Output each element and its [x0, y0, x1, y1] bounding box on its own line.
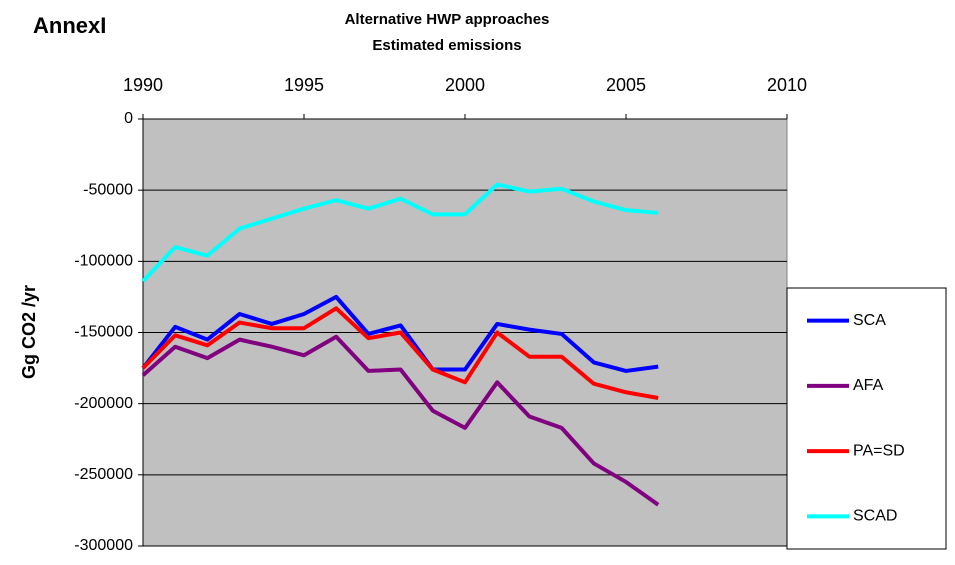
x-tick-label: 2010	[767, 75, 807, 95]
y-tick-label: -300000	[74, 537, 133, 554]
x-tick-label: 1990	[123, 75, 163, 95]
chart-subtitle: Estimated emissions	[372, 37, 521, 54]
x-tick-label: 2000	[445, 75, 485, 95]
series-line	[141, 182, 659, 283]
series-line	[141, 306, 659, 400]
y-axis-label: Gg CO2 /yr	[19, 285, 39, 379]
legend-label: PA=SD	[853, 442, 905, 459]
legend-box	[786, 287, 947, 550]
x-tick-label: 2005	[606, 75, 646, 95]
y-tick-label: 0	[124, 110, 133, 127]
legend-label: SCA	[853, 312, 886, 329]
legend-label: SCAD	[853, 508, 897, 525]
legend-label: AFA	[853, 377, 884, 394]
y-tick-label: -150000	[74, 324, 133, 341]
series-line	[141, 294, 659, 373]
y-tick-label: -100000	[74, 253, 133, 270]
y-tick-label: -50000	[83, 181, 133, 198]
series-line	[141, 334, 660, 507]
y-tick-label: -250000	[74, 466, 133, 483]
annex-label: AnnexI	[33, 13, 106, 38]
chart-title: Alternative HWP approaches	[345, 11, 550, 28]
x-tick-label: 1995	[284, 75, 324, 95]
y-tick-label: -200000	[74, 395, 133, 412]
